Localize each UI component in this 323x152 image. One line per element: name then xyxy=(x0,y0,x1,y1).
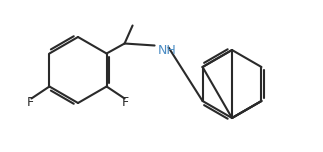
Text: F: F xyxy=(122,96,129,109)
Text: NH: NH xyxy=(158,44,176,57)
Text: F: F xyxy=(27,96,34,109)
